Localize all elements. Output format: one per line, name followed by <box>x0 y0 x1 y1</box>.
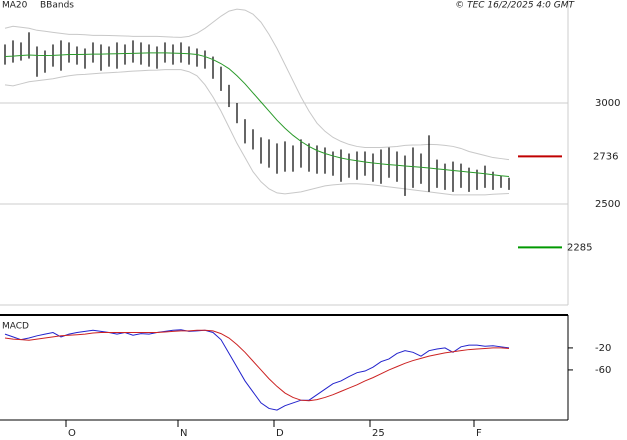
x-tick-label: O <box>68 428 76 439</box>
legend-entry: MA20 <box>2 1 28 11</box>
x-tick-label: D <box>276 428 284 439</box>
level-label: 2736 <box>593 151 618 162</box>
ma-line <box>4 52 510 178</box>
macd-title: MACD <box>2 322 29 332</box>
y-tick-label: -60 <box>595 365 611 376</box>
credit: © TEC 16/2/2025 4:0 GMT <box>455 1 575 11</box>
band-upper <box>4 8 510 161</box>
y-tick-label: 2500 <box>595 199 620 210</box>
macd-line <box>4 329 510 411</box>
band-lower <box>4 69 510 196</box>
legend-entry: BBands <box>40 1 74 11</box>
x-tick-label: N <box>180 428 187 439</box>
macd-line <box>4 329 510 402</box>
y-tick-label: -20 <box>595 343 611 354</box>
x-tick-label: 25 <box>372 428 385 439</box>
y-tick-label: 3000 <box>595 98 620 109</box>
x-tick-label: F <box>476 428 482 439</box>
level-label: 2285 <box>567 242 592 253</box>
